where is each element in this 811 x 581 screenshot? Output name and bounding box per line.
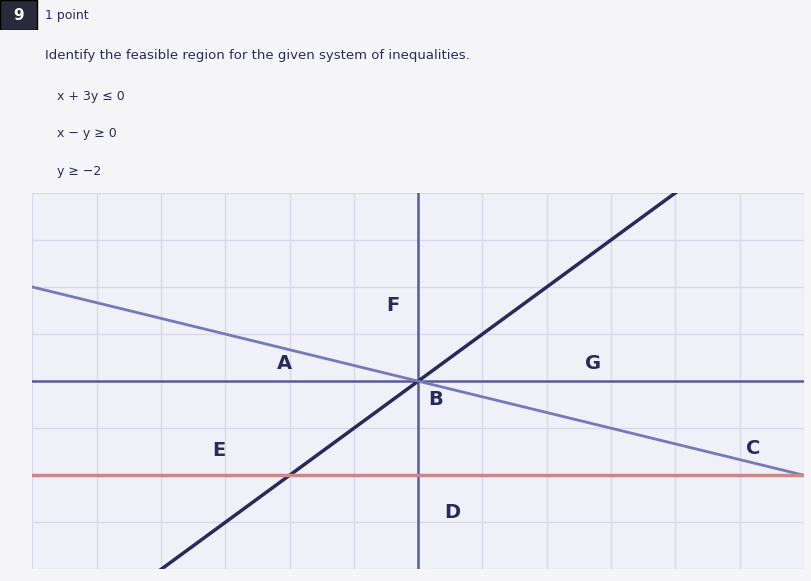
Text: 9: 9 (13, 8, 24, 23)
Text: E: E (212, 442, 225, 460)
Text: G: G (585, 354, 601, 374)
Text: x + 3y ≤ 0: x + 3y ≤ 0 (57, 90, 124, 103)
FancyBboxPatch shape (0, 0, 36, 30)
Text: A: A (277, 354, 291, 374)
Text: F: F (385, 296, 399, 314)
Text: 1 point: 1 point (45, 9, 88, 21)
Text: y ≥ −2: y ≥ −2 (57, 165, 101, 178)
Text: C: C (745, 439, 759, 458)
Text: D: D (444, 503, 460, 522)
Text: x − y ≥ 0: x − y ≥ 0 (57, 127, 117, 141)
Text: Identify the feasible region for the given system of inequalities.: Identify the feasible region for the giv… (45, 49, 469, 62)
Text: B: B (427, 390, 442, 408)
